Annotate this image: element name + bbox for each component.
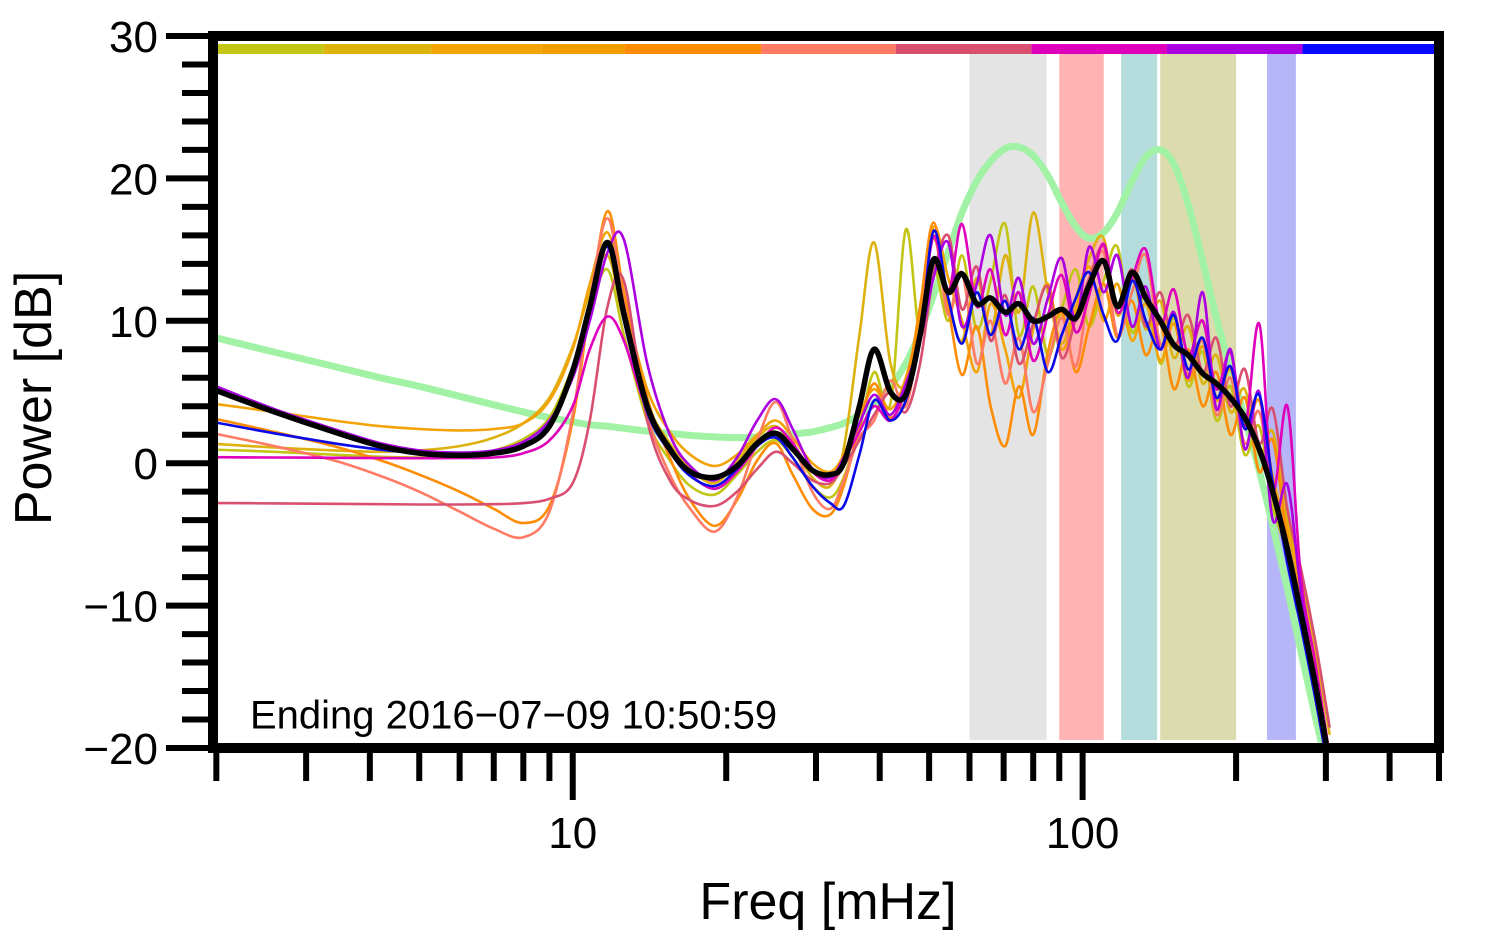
axes-layer xyxy=(166,31,1444,800)
colorbar-segment-2 xyxy=(323,44,432,54)
colorbar-segment-3 xyxy=(431,44,542,54)
y-tick-label: 0 xyxy=(134,440,158,489)
axes-frame xyxy=(208,31,1444,753)
colorbar-segment-4 xyxy=(541,44,625,54)
colorbar-segment-5 xyxy=(624,44,762,54)
band-teal xyxy=(1121,54,1158,740)
band-pink xyxy=(1059,54,1104,740)
y-tick-label: 30 xyxy=(109,13,158,62)
frequency-bands-layer xyxy=(969,54,1296,740)
x-axis-title: Freq [mHz] xyxy=(699,873,957,931)
colorbar-segment-10 xyxy=(1302,44,1437,54)
colorbar-segment-6 xyxy=(761,44,896,54)
y-tick-label: 10 xyxy=(109,298,158,347)
time-colorbar xyxy=(215,44,1437,54)
colorbar-segment-1 xyxy=(215,44,324,54)
curve-segment-08-purple xyxy=(218,230,1327,745)
x-tick-label: 10 xyxy=(548,809,597,858)
colorbar-segment-7 xyxy=(895,44,1032,54)
curve-mean-spectrum xyxy=(218,239,1330,745)
ending-timestamp-annotation: Ending 2016−07−09 10:50:59 xyxy=(250,693,778,738)
x-tick-label: 100 xyxy=(1046,809,1119,858)
colorbar-segment-9 xyxy=(1166,44,1303,54)
y-axis-title: Power [dB] xyxy=(5,270,63,526)
y-tick-label: −10 xyxy=(83,583,158,632)
spectra-curves-layer xyxy=(218,142,1331,745)
y-tick-label: 20 xyxy=(109,155,158,204)
y-tick-label: −20 xyxy=(83,725,158,774)
band-lavender xyxy=(1267,54,1296,740)
colorbar-segment-8 xyxy=(1031,44,1167,54)
